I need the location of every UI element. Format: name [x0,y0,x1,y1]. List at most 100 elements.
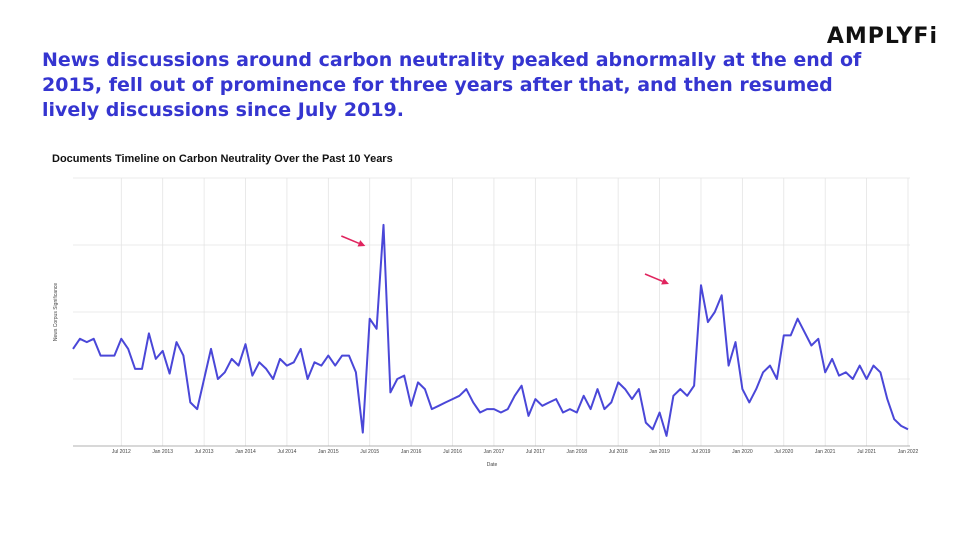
data-point [307,378,309,380]
data-point [721,294,723,296]
data-point [886,398,888,400]
data-point [334,365,336,367]
x-tick-label: Jul 2017 [526,449,545,455]
data-point [376,328,378,330]
data-point [314,361,316,363]
x-tick-label: Jul 2015 [360,449,379,455]
data-point [817,338,819,340]
data-point [866,378,868,380]
data-point [396,378,398,380]
data-point [141,368,143,370]
data-point [245,343,247,345]
annotation-arrow [644,273,669,285]
data-point [679,388,681,390]
data-point [389,391,391,393]
data-point [700,284,702,286]
annotation-arrows [341,235,669,285]
data-point [113,355,115,357]
x-tick-label: Jul 2014 [277,449,296,455]
data-point [879,371,881,373]
x-tick-label: Jul 2018 [609,449,628,455]
data-point [838,375,840,377]
data-point [907,428,909,430]
data-point [341,355,343,357]
data-point [728,365,730,367]
data-point [231,358,233,360]
data-point [100,355,102,357]
data-point [134,368,136,370]
data-point [527,415,529,417]
data-point [93,338,95,340]
data-point [86,341,88,343]
x-tick-label: Jan 2014 [235,449,256,455]
data-point [872,365,874,367]
x-tick-label: Jul 2012 [112,449,131,455]
data-point [107,355,109,357]
data-point [603,408,605,410]
data-point [824,371,826,373]
data-point [445,401,447,403]
x-tick-label: Jan 2021 [815,449,836,455]
data-point [258,361,260,363]
data-point [638,388,640,390]
x-tick-labels: Jul 2012 Jan 2013 Jul 2013 Jan 2014 Jul 2014… [112,449,919,455]
data-point [769,365,771,367]
data-point [797,318,799,320]
data-point [686,395,688,397]
data-point [362,432,364,434]
data-point [452,398,454,400]
data-point [424,388,426,390]
data-point [472,401,474,403]
y-axis-label: News Corpus Significance [53,283,59,342]
series-line [72,223,909,437]
data-point [514,395,516,397]
data-point [521,385,523,387]
data-point [348,355,350,357]
data-point [224,371,226,373]
data-point [610,401,612,403]
x-tick-label: Jul 2016 [443,449,462,455]
x-tick-label: Jan 2016 [401,449,422,455]
data-point [369,318,371,320]
data-point [500,412,502,414]
data-point [203,378,205,380]
data-point [596,388,598,390]
data-point [548,401,550,403]
data-point [624,388,626,390]
x-tick-label: Jul 2020 [774,449,793,455]
data-point [693,385,695,387]
x-tick-label: Jan 2013 [152,449,173,455]
data-point [493,408,495,410]
data-point [762,371,764,373]
amplyfi-logo: AMPLYFi [826,24,938,49]
data-point [631,398,633,400]
data-point [617,381,619,383]
data-point [162,350,164,352]
data-point [403,375,405,377]
data-point [176,341,178,343]
data-point [479,412,481,414]
data-point [327,355,329,357]
data-point [196,408,198,410]
annotation-arrow [341,235,366,247]
x-tick-label: Jan 2020 [732,449,753,455]
data-point [127,348,129,350]
data-point [210,348,212,350]
x-tick-label: Jul 2019 [692,449,711,455]
data-point [790,334,792,336]
x-axis-label: Date [487,462,498,468]
data-point [672,395,674,397]
data-point [410,405,412,407]
data-point [182,355,184,357]
data-point [458,395,460,397]
x-tick-label: Jan 2015 [318,449,339,455]
data-point [810,345,812,347]
data-point [734,341,736,343]
data-point [900,425,902,427]
data-point [665,435,667,437]
data-point [783,334,785,336]
data-point [79,338,81,340]
data-point [859,365,861,367]
x-tick-label: Jul 2021 [857,449,876,455]
